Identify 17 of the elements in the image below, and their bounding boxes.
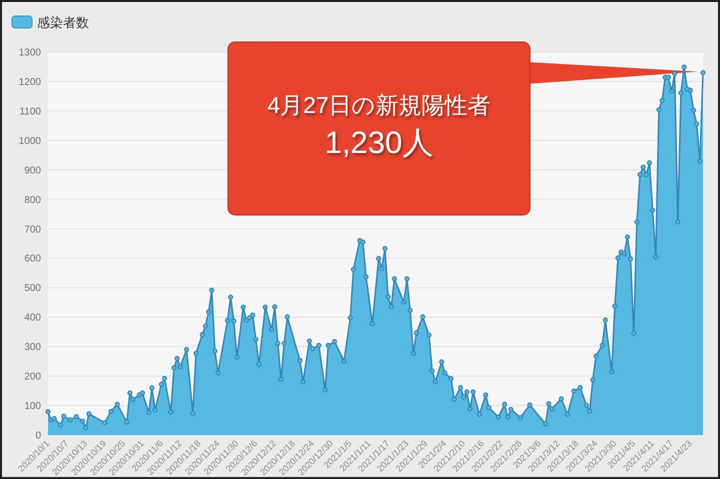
y-tick-label: 900 <box>24 165 42 176</box>
y-tick-label: 500 <box>24 283 42 294</box>
y-tick-label: 400 <box>24 312 42 324</box>
y-tick-label: 100 <box>24 401 42 412</box>
y-tick-label: 700 <box>24 224 42 236</box>
y-tick-label: 1200 <box>18 76 42 88</box>
y-tick-label: 1100 <box>19 106 42 118</box>
y-tick-label: 300 <box>24 342 42 354</box>
y-tick-label: 600 <box>24 254 42 265</box>
y-tick-label: 0 <box>35 430 42 442</box>
y-tick-label: 1000 <box>18 136 42 147</box>
legend: 感染者数 <box>12 15 89 30</box>
y-tick-label: 800 <box>24 194 42 206</box>
legend-label: 感染者数 <box>37 15 89 30</box>
y-tick-label: 200 <box>24 372 42 383</box>
annotation: 4月27日の新規陽性者 1,230人 <box>267 92 491 160</box>
y-tick-label: 1300 <box>18 48 42 58</box>
